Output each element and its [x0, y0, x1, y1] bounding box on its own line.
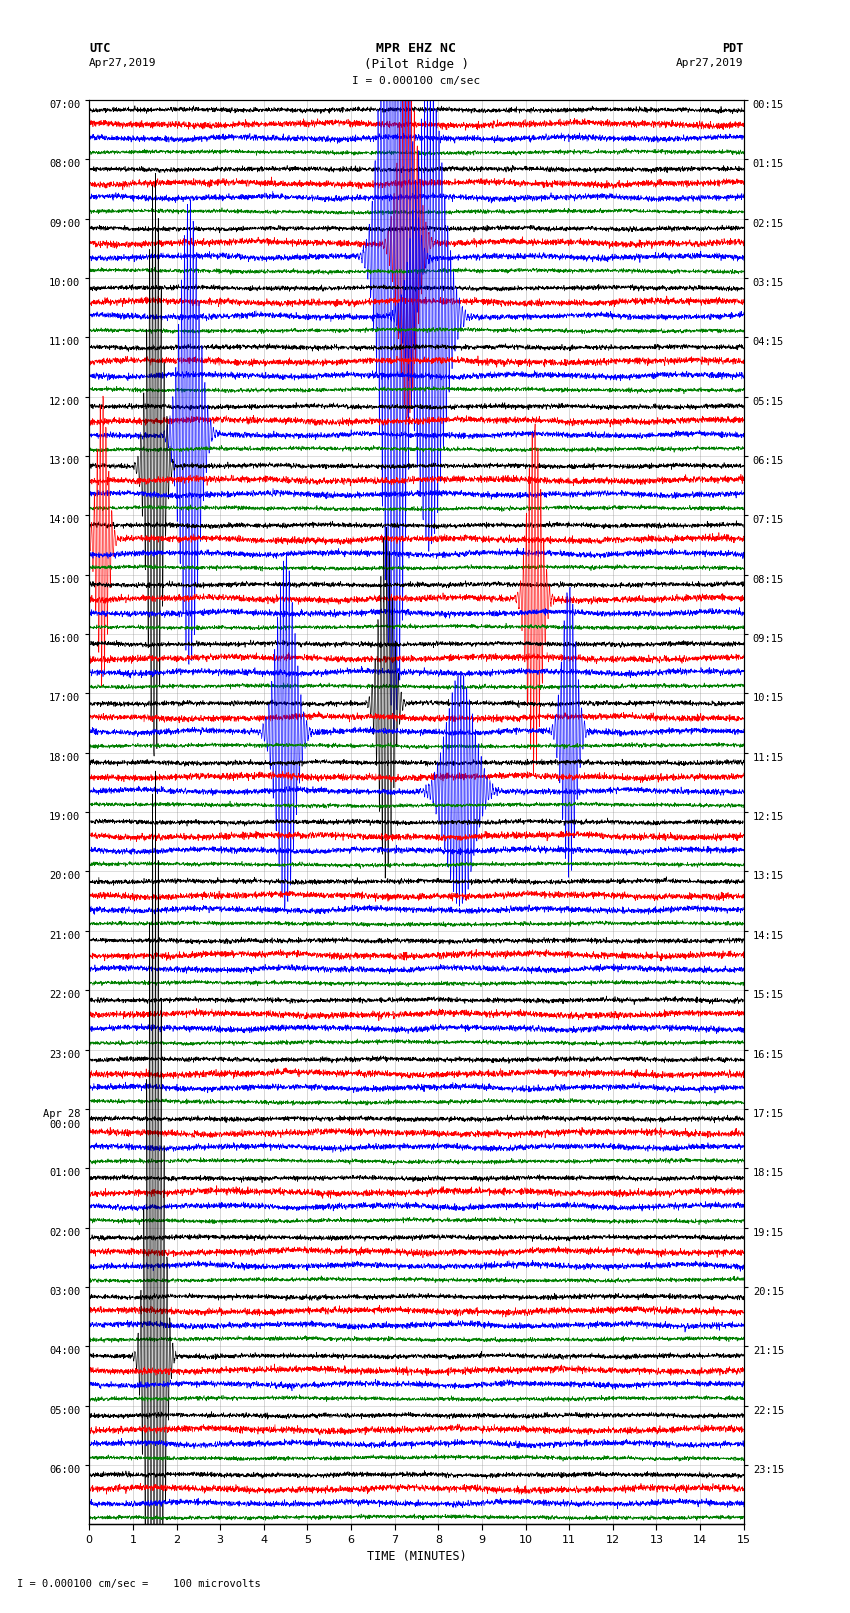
- Text: (Pilot Ridge ): (Pilot Ridge ): [364, 58, 469, 71]
- Text: Apr27,2019: Apr27,2019: [677, 58, 744, 68]
- X-axis label: TIME (MINUTES): TIME (MINUTES): [366, 1550, 467, 1563]
- Text: PDT: PDT: [722, 42, 744, 55]
- Text: UTC: UTC: [89, 42, 110, 55]
- Text: MPR EHZ NC: MPR EHZ NC: [377, 42, 456, 55]
- Text: I = 0.000100 cm/sec: I = 0.000100 cm/sec: [353, 76, 480, 85]
- Text: I = 0.000100 cm/sec =    100 microvolts: I = 0.000100 cm/sec = 100 microvolts: [17, 1579, 261, 1589]
- Text: Apr27,2019: Apr27,2019: [89, 58, 156, 68]
